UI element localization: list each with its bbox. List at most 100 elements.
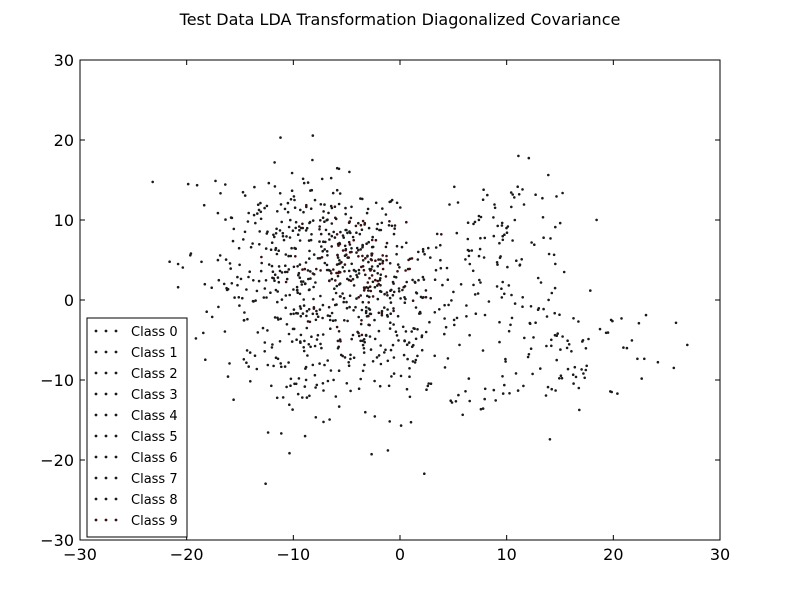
data-point-class-6	[510, 316, 514, 320]
data-point-class-9	[374, 278, 377, 282]
data-point-class-9	[370, 252, 373, 255]
data-point-class-4	[468, 262, 472, 266]
data-point-class-7	[289, 377, 293, 381]
data-point-class-1	[224, 258, 228, 261]
data-point-class-8	[420, 335, 424, 339]
data-point-class-1	[229, 267, 232, 270]
data-point-class-2	[337, 330, 341, 333]
data-point-class-4	[513, 302, 517, 305]
data-point-class-7	[272, 277, 276, 280]
y-tick-label: 30	[54, 51, 74, 70]
data-point-class-7	[276, 357, 280, 361]
data-point-class-0	[304, 282, 307, 285]
data-point-class-5	[299, 208, 302, 212]
data-point-class-7	[241, 296, 244, 300]
data-point-class-2	[270, 346, 274, 349]
data-point-class-8	[409, 420, 413, 424]
data-point-class-3	[369, 348, 373, 351]
data-point-class-8	[298, 276, 302, 280]
data-point-class-0	[371, 235, 375, 239]
data-point-class-5	[355, 246, 359, 250]
data-point-class-7	[287, 332, 291, 336]
data-point-class-6	[636, 357, 639, 361]
data-point-class-0	[357, 248, 360, 252]
data-point-class-7	[273, 161, 276, 164]
data-point-class-1	[259, 217, 263, 221]
data-point-class-9	[362, 268, 366, 272]
data-point-class-8	[428, 320, 431, 324]
legend-marker	[104, 392, 108, 396]
data-point-class-6	[509, 323, 512, 327]
data-point-class-3	[347, 364, 351, 368]
data-point-class-7	[261, 326, 265, 330]
data-point-class-1	[307, 239, 311, 242]
data-point-class-6	[503, 383, 506, 387]
data-point-class-2	[296, 392, 300, 396]
data-point-class-4	[547, 252, 551, 256]
data-point-class-7	[325, 263, 329, 267]
data-point-class-8	[461, 413, 465, 417]
data-point-class-1	[242, 238, 245, 241]
data-point-class-9	[335, 271, 338, 275]
data-point-class-5	[335, 284, 339, 288]
data-point-class-1	[323, 203, 326, 206]
data-point-class-6	[640, 377, 643, 380]
data-point-class-4	[478, 278, 481, 282]
data-point-class-6	[611, 319, 614, 323]
data-point-class-4	[477, 218, 481, 222]
data-point-class-5	[501, 234, 505, 238]
data-point-class-9	[366, 281, 370, 284]
data-point-class-8	[439, 258, 442, 262]
data-point-class-9	[338, 242, 342, 246]
data-point-class-2	[226, 375, 230, 378]
data-point-class-5	[389, 301, 393, 304]
data-point-class-4	[456, 201, 460, 204]
data-point-class-3	[397, 287, 401, 290]
data-point-class-2	[310, 335, 313, 339]
data-point-class-9	[362, 289, 366, 292]
data-point-class-9	[384, 275, 388, 278]
data-point-class-6	[643, 357, 646, 361]
data-point-class-9	[343, 263, 347, 266]
data-point-class-4	[482, 256, 486, 259]
data-point-class-1	[289, 218, 292, 222]
data-point-class-1	[216, 211, 220, 215]
data-point-class-1	[279, 136, 282, 139]
data-point-class-7	[258, 230, 262, 233]
data-point-class-7	[186, 182, 190, 186]
data-point-class-7	[263, 287, 267, 290]
data-point-class-6	[606, 331, 610, 334]
data-point-class-9	[328, 279, 331, 283]
data-point-class-7	[297, 271, 301, 275]
data-point-class-9	[348, 251, 352, 254]
data-point-class-6	[620, 317, 623, 320]
legend-marker	[94, 497, 98, 501]
data-point-class-7	[304, 378, 308, 382]
data-point-class-6	[616, 392, 619, 395]
data-point-class-9	[330, 272, 333, 275]
data-point-class-9	[370, 258, 374, 262]
data-point-class-3	[366, 294, 369, 298]
data-point-class-3	[433, 278, 437, 282]
y-tick-label: 20	[54, 131, 74, 150]
data-point-class-2	[295, 338, 298, 342]
data-point-class-1	[267, 181, 271, 185]
data-point-class-5	[361, 244, 365, 247]
data-point-class-1	[298, 228, 301, 232]
data-point-class-1	[348, 243, 352, 246]
data-point-class-4	[521, 296, 524, 299]
data-point-class-2	[289, 384, 292, 388]
data-point-class-6	[598, 327, 602, 331]
data-point-class-6	[587, 337, 590, 341]
data-point-class-0	[319, 294, 322, 298]
data-point-class-0	[334, 319, 337, 322]
data-point-class-8	[361, 300, 365, 304]
data-point-class-1	[329, 204, 333, 208]
data-point-class-8	[439, 243, 442, 247]
data-point-class-2	[285, 385, 288, 389]
data-point-class-4	[483, 387, 487, 391]
data-point-class-0	[376, 222, 379, 226]
data-point-class-3	[328, 314, 332, 318]
data-point-class-8	[479, 407, 483, 411]
data-point-class-6	[531, 372, 534, 376]
